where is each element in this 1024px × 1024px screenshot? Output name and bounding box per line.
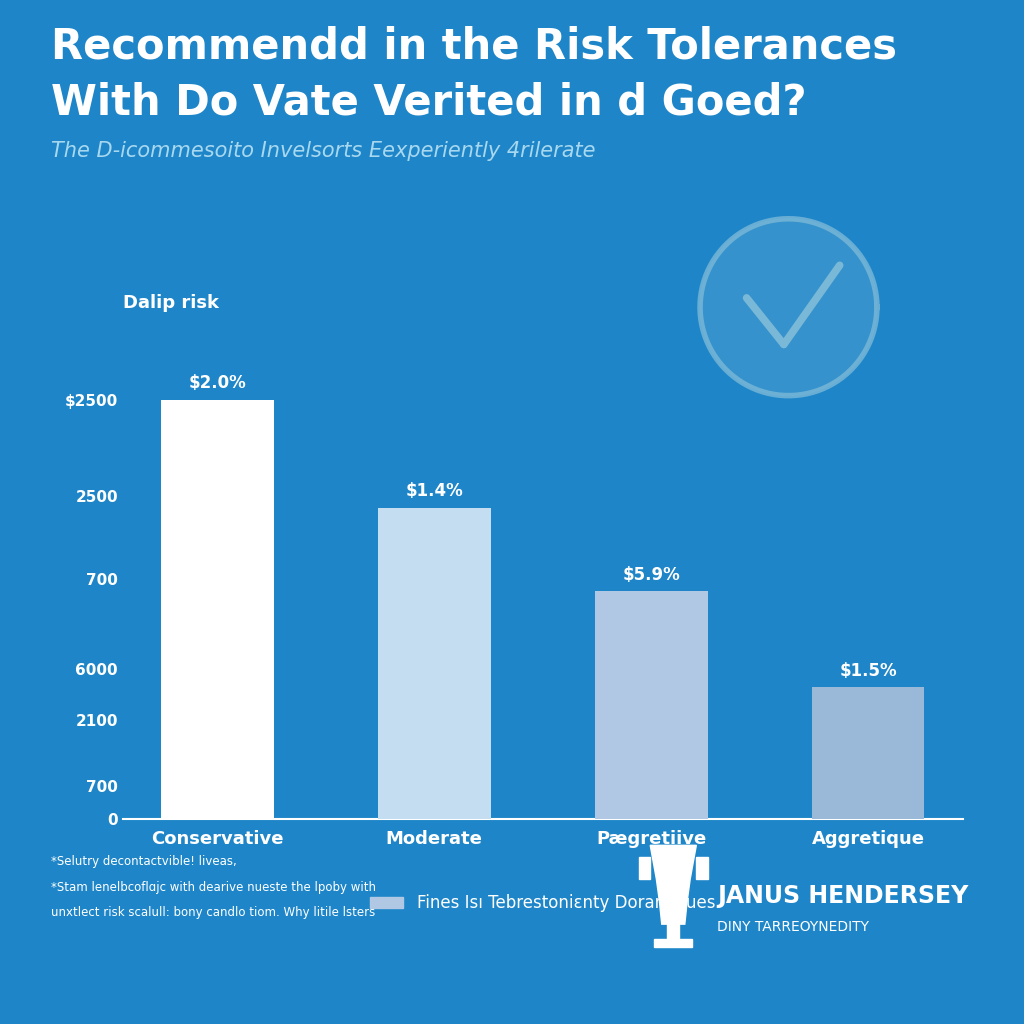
Legend: Fines Isı Tebrestoniɛnty Doramiques: Fines Isı Tebrestoniɛnty Doramiques [364,888,722,919]
Polygon shape [668,924,680,939]
Text: Dalip risk: Dalip risk [123,294,219,312]
Text: With Do Vate Verited in d Goed?: With Do Vate Verited in d Goed? [51,82,807,124]
Text: *Stam lenelbcoflɑjc with dearive nueste the lpoby with: *Stam lenelbcoflɑjc with dearive nueste … [51,881,376,894]
Bar [595,592,708,819]
Bar [378,508,490,819]
Polygon shape [654,939,692,946]
Text: $1.5%: $1.5% [840,663,897,680]
Text: $5.9%: $5.9% [623,566,680,585]
Bar [161,399,273,819]
Polygon shape [696,856,708,879]
Text: $1.4%: $1.4% [406,482,463,501]
Text: unxtlect risk scalull: bony candlo tiom. Why litile lsters: unxtlect risk scalull: bony candlo tiom.… [51,906,376,920]
Text: $2.0%: $2.0% [188,375,247,392]
Text: The D-icommesoito Invelsorts Eexperiently 4rilerate: The D-icommesoito Invelsorts Eexperientl… [51,141,596,162]
Polygon shape [650,846,696,924]
Text: JANUS HENDERSEY: JANUS HENDERSEY [717,884,968,908]
Text: *Selutry decontactvible! liveas,: *Selutry decontactvible! liveas, [51,855,237,868]
Text: Recommendd in the Risk Tolerances: Recommendd in the Risk Tolerances [51,26,897,68]
Circle shape [700,219,877,395]
Polygon shape [639,856,650,879]
Bar [812,687,925,819]
Text: DINY TARREOYNEDITY: DINY TARREOYNEDITY [717,920,868,934]
